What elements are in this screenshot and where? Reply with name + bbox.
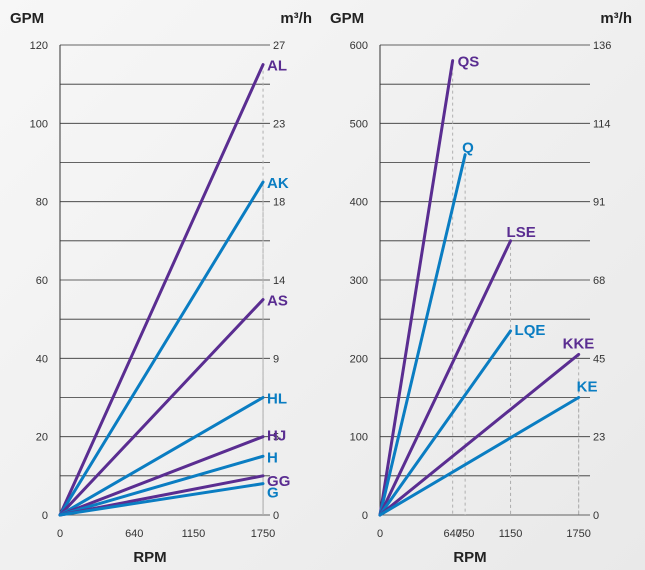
x-tick-label: 0 bbox=[57, 528, 63, 540]
series-label-ke: KE bbox=[577, 379, 598, 396]
series-line-qs bbox=[380, 61, 453, 515]
y2-unit-label: m³/h bbox=[280, 10, 312, 27]
x-axis-label: RPM bbox=[453, 549, 486, 566]
y-tick-label: 120 bbox=[30, 40, 48, 52]
y-tick-label: 0 bbox=[362, 510, 368, 522]
x-tick-label: 1750 bbox=[566, 528, 590, 540]
y-tick-label: 400 bbox=[350, 197, 368, 209]
y2-tick-label: 114 bbox=[593, 118, 611, 130]
chart-panel-2: GPM m³/h 0 100 200 300 400 500 600 0 23 45 68 91 114 13… bbox=[330, 10, 632, 566]
y-tick-label: 200 bbox=[350, 353, 368, 365]
x-tick-label: 1150 bbox=[182, 528, 206, 540]
y2-tick-label: 23 bbox=[593, 432, 605, 444]
y2-tick-label: 9 bbox=[273, 353, 279, 365]
y-tick-label: 600 bbox=[350, 40, 368, 52]
series-label-hl: HL bbox=[267, 391, 287, 408]
y-tick-label: 300 bbox=[350, 275, 368, 287]
y2-tick-label: 23 bbox=[273, 118, 285, 130]
series-label-kke: KKE bbox=[563, 335, 595, 352]
x-tick-label: 640 bbox=[125, 528, 143, 540]
y2-unit-label: m³/h bbox=[600, 10, 632, 27]
y-tick-label: 40 bbox=[36, 353, 48, 365]
series-label-as: AS bbox=[267, 293, 288, 310]
y2-tick-label: 45 bbox=[593, 353, 605, 365]
series-label-q: Q bbox=[462, 140, 474, 157]
x-tick-label: 1150 bbox=[499, 528, 523, 540]
y-unit-label: GPM bbox=[10, 10, 44, 27]
x-tick-label: 0 bbox=[377, 528, 383, 540]
y2-tick-label: 14 bbox=[273, 275, 285, 287]
y-unit-label: GPM bbox=[330, 10, 364, 27]
series-label-hj: HJ bbox=[267, 428, 286, 445]
series-line-q bbox=[380, 155, 465, 515]
x-tick-label: 750 bbox=[456, 528, 474, 540]
y2-tick-label: 68 bbox=[593, 275, 605, 287]
series-line-ke bbox=[380, 398, 579, 516]
y2-tick-label: 0 bbox=[593, 510, 599, 522]
series-line-lse bbox=[380, 241, 511, 515]
series-line-g bbox=[60, 484, 263, 515]
x-axis-label: RPM bbox=[133, 549, 166, 566]
series-label-al: AL bbox=[267, 58, 287, 75]
series-label-lqe: LQE bbox=[515, 322, 546, 339]
y2-tick-label: 91 bbox=[593, 197, 605, 209]
series-line-hl bbox=[60, 398, 263, 516]
y2-tick-label: 18 bbox=[273, 197, 285, 209]
y-tick-label: 60 bbox=[36, 275, 48, 287]
y-tick-label: 100 bbox=[30, 118, 48, 130]
y2-tick-label: 136 bbox=[593, 40, 611, 52]
y-tick-label: 20 bbox=[36, 432, 48, 444]
y-tick-label: 500 bbox=[350, 118, 368, 130]
series-label-lse: LSE bbox=[507, 224, 536, 241]
series-label-ak: AK bbox=[267, 175, 289, 192]
y-tick-label: 0 bbox=[42, 510, 48, 522]
series-label-h: H bbox=[267, 449, 278, 466]
series-label-g: G bbox=[267, 485, 279, 502]
series-line-kke bbox=[380, 354, 579, 515]
y-tick-label: 80 bbox=[36, 197, 48, 209]
y2-tick-label: 27 bbox=[273, 40, 285, 52]
x-tick-label: 1750 bbox=[251, 528, 275, 540]
y2-tick-label: 0 bbox=[273, 510, 279, 522]
series-label-qs: QS bbox=[458, 54, 480, 71]
y-tick-label: 100 bbox=[350, 432, 368, 444]
